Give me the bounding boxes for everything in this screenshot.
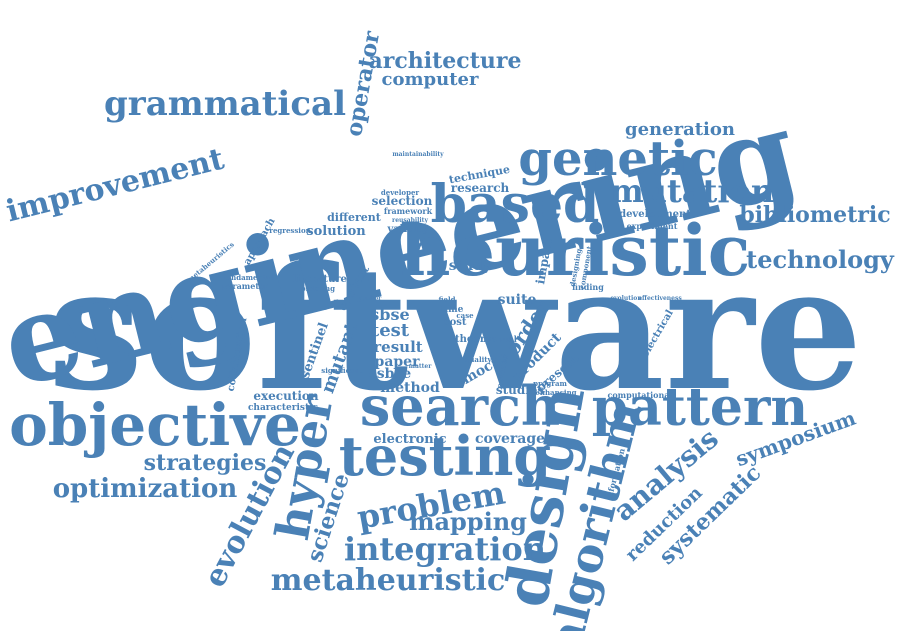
word-selection: selection bbox=[372, 194, 433, 208]
word-software: software bbox=[48, 229, 863, 429]
word-finding: finding bbox=[572, 282, 604, 292]
word-study: study bbox=[449, 258, 492, 274]
word-bibliometric: bibliometric bbox=[739, 202, 890, 228]
word-suite: suite bbox=[498, 292, 537, 308]
word-framework: framework bbox=[384, 206, 433, 216]
word-paper: paper bbox=[375, 354, 421, 370]
word-architecture: architecture bbox=[369, 48, 522, 74]
word-evolution-small: evolution bbox=[610, 295, 642, 302]
word-parameter: parameter bbox=[222, 281, 270, 291]
word-experiment: experiment bbox=[627, 221, 678, 231]
word-characteristic: characteristic bbox=[248, 403, 319, 413]
word-mutation: mutation bbox=[610, 172, 774, 210]
word-validity: validity bbox=[386, 224, 429, 235]
word-cost: cost bbox=[443, 317, 466, 328]
word-enhancing: enhancing bbox=[535, 388, 576, 397]
word-effectiveness: effectiveness bbox=[638, 295, 682, 302]
word-genetic: genetic bbox=[518, 131, 717, 187]
word-sbse: sbse bbox=[370, 305, 409, 324]
word-time: time bbox=[441, 305, 464, 315]
word-different: different bbox=[327, 211, 382, 224]
word-studies: studies bbox=[496, 383, 545, 397]
word-test: test bbox=[371, 320, 410, 341]
word-ordering: ordering bbox=[301, 284, 335, 293]
word-field: field bbox=[438, 295, 455, 304]
word-ssbse: ssbse bbox=[369, 366, 411, 382]
word-research: research bbox=[451, 181, 510, 195]
word-matter: matter bbox=[409, 363, 433, 370]
word-significant: significant bbox=[321, 366, 363, 375]
word-theory: theory bbox=[455, 334, 492, 345]
word-technology: technology bbox=[746, 245, 895, 274]
word-fundamental: fundamental bbox=[223, 273, 273, 282]
word-based: based bbox=[431, 174, 600, 235]
word-integration: integration bbox=[344, 530, 546, 568]
word-developer: developer bbox=[381, 188, 420, 197]
word-objective: objective bbox=[9, 391, 301, 459]
word-literature: literature bbox=[293, 274, 347, 285]
word-strategies: strategies bbox=[144, 450, 267, 476]
word-computational: computational bbox=[607, 390, 672, 400]
word-improvement: improvement bbox=[3, 142, 228, 230]
word-computer: computer bbox=[382, 69, 479, 90]
word-reusability: reusability bbox=[392, 217, 428, 224]
word-case: case bbox=[456, 311, 474, 320]
word-solution: solution bbox=[306, 224, 366, 239]
word-maintainability: maintainability bbox=[392, 151, 444, 158]
word-quality: quality bbox=[464, 355, 492, 364]
word-execution: execution bbox=[253, 389, 319, 403]
word-regression: regression bbox=[269, 226, 310, 235]
word-testing: testing bbox=[339, 424, 551, 488]
word-author: author bbox=[359, 295, 382, 302]
word-grammatical: grammatical bbox=[104, 84, 346, 124]
word-pattern: pattern bbox=[592, 377, 808, 438]
word-result: result bbox=[373, 338, 422, 356]
word-development: development bbox=[619, 209, 691, 220]
word-electronic: electronic bbox=[373, 432, 446, 447]
word-metaheuristic: metaheuristic bbox=[271, 563, 505, 598]
word-mapping: mapping bbox=[409, 507, 527, 536]
word-program: program bbox=[533, 379, 567, 388]
word-search: search bbox=[360, 374, 560, 438]
word-heuristic: heuristic bbox=[400, 209, 751, 292]
word-generation: generation bbox=[625, 119, 735, 140]
word-operator: operator bbox=[341, 29, 385, 139]
word-manual: manual bbox=[483, 334, 517, 344]
word-method: method bbox=[380, 380, 440, 396]
word-optimization: optimization bbox=[53, 474, 238, 504]
word-coverage: coverage bbox=[475, 431, 545, 447]
